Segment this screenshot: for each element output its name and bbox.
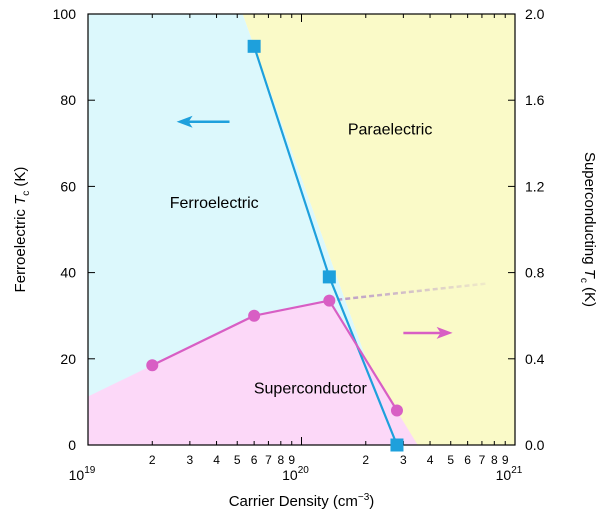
ferroelectric-tc-point: [322, 270, 336, 284]
y-left-axis-title: Ferroelectric Tc (K): [12, 167, 32, 293]
superconducting-tc-line: [151, 299, 398, 412]
axes-frame: [87, 13, 516, 446]
x-axis-title: Carrier Density (cm−3): [229, 492, 375, 510]
y-right-axis-title: Superconducting Tc (K): [578, 152, 597, 307]
y-left-tick-label: 40: [60, 265, 76, 281]
x-major-tick-label: 1020: [282, 465, 309, 483]
y-right-tick-label: 0.0: [525, 437, 545, 453]
x-major-tick-label: 1021: [496, 465, 523, 483]
y-left-tick-label: 0: [68, 437, 76, 453]
x-minor-tick-label: 3: [400, 453, 407, 467]
y-left-tick-label: 100: [53, 6, 77, 22]
superconducting-tc-point: [390, 404, 403, 417]
x-minor-tick-label: 7: [479, 453, 486, 467]
x-minor-tick-label: 5: [447, 453, 454, 467]
y-left-tick-label: 80: [60, 92, 76, 108]
y-right-tick-label: 0.4: [525, 351, 545, 367]
x-minor-tick-label: 2: [362, 453, 369, 467]
x-minor-tick-label: 9: [502, 453, 509, 467]
x-minor-tick-label: 7: [265, 453, 272, 467]
superconducting-tc-point: [323, 294, 336, 307]
ferroelectric-tc-point: [390, 438, 404, 452]
axis-arrow-head-right: [436, 326, 453, 339]
y-right-tick-label: 0.8: [525, 265, 545, 281]
data-series: [146, 39, 489, 452]
y-right-tick-label: 1.6: [525, 92, 545, 108]
x-minor-tick-label: 8: [277, 453, 284, 467]
x-minor-tick-label: 4: [427, 453, 434, 467]
x-minor-tick-label: 4: [213, 453, 220, 467]
region-label-superconductor: Superconductor: [254, 380, 368, 397]
y-right-tick-label: 1.2: [525, 178, 545, 194]
x-minor-tick-label: 5: [234, 453, 241, 467]
x-minor-tick-label: 2: [149, 453, 156, 467]
labels: Ferroelectric Paraelectric Superconductor 1…: [12, 6, 597, 510]
y-left-tick-label: 60: [60, 178, 76, 194]
superconducting-tc-point: [248, 309, 261, 322]
x-minor-tick-label: 9: [288, 453, 295, 467]
ferroelectric-tc-point: [247, 39, 261, 53]
x-minor-tick-label: 3: [187, 453, 194, 467]
phase-regions: [88, 14, 515, 445]
axis-arrow-head-left: [176, 115, 193, 128]
x-minor-tick-label: 6: [251, 453, 258, 467]
extrapolation-line: [329, 282, 489, 302]
y-left-tick-label: 20: [60, 351, 76, 367]
y-right-tick-label: 2.0: [525, 6, 545, 22]
region-label-paraelectric: Paraelectric: [348, 122, 432, 139]
x-minor-tick-label: 6: [464, 453, 471, 467]
x-minor-tick-label: 8: [491, 453, 498, 467]
superconducting-tc-point: [146, 359, 159, 372]
region-label-ferroelectric: Ferroelectric: [170, 195, 259, 212]
x-major-tick-label: 1019: [69, 465, 96, 483]
paraelectric-region: [242, 14, 515, 445]
superconductor-region: [88, 300, 418, 445]
